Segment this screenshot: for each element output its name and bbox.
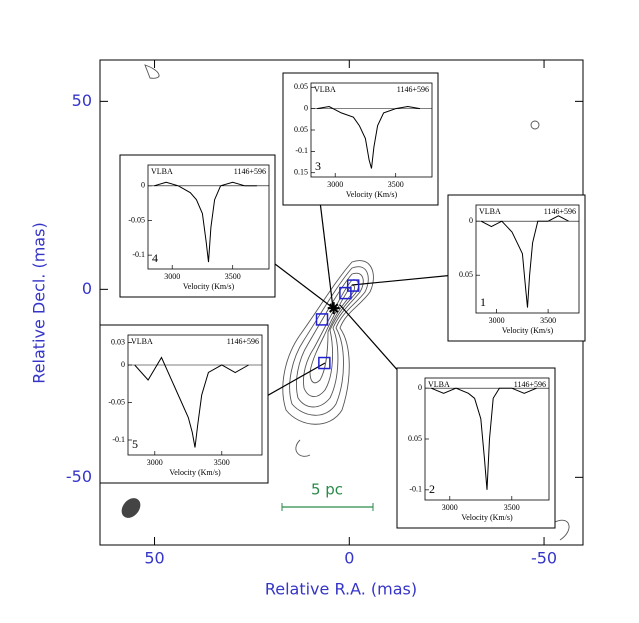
inset-y-tick-label: -0.1 bbox=[112, 435, 125, 444]
inset-y-tick-label: 0 bbox=[121, 360, 125, 369]
inset-x-tick-label: 3500 bbox=[214, 458, 230, 467]
inset-source: 1146+596 bbox=[514, 380, 546, 389]
inset-y-tick-label: -0.05 bbox=[128, 215, 145, 224]
y-axis-label: Relative Decl. (mas) bbox=[30, 222, 49, 383]
inset-source: 1146+596 bbox=[227, 337, 259, 346]
spectrum bbox=[134, 356, 249, 448]
inset-number: 5 bbox=[132, 437, 138, 451]
inset-background bbox=[282, 72, 439, 206]
inset-background bbox=[119, 154, 276, 298]
x-tick-label: 50 bbox=[144, 549, 164, 568]
inset-background bbox=[447, 194, 586, 342]
y-tick-label: -50 bbox=[66, 467, 92, 486]
inset-xlabel: Velocity (Km/s) bbox=[461, 513, 513, 522]
scale-label: 5 pc bbox=[311, 481, 343, 499]
inset-telescope: VLBA bbox=[151, 167, 173, 176]
inset-source: 1146+596 bbox=[234, 167, 266, 176]
inset-x-tick-label: 3000 bbox=[442, 503, 458, 512]
inset-number: 1 bbox=[480, 295, 486, 309]
inset-xlabel: Velocity (Km/s) bbox=[169, 468, 221, 477]
inset-y-tick-label: -0.1 bbox=[295, 146, 308, 155]
inset-y-tick-label: 0 bbox=[304, 103, 308, 112]
inset-xlabel: Velocity (Km/s) bbox=[183, 282, 235, 291]
inset-xlabel: Velocity (Km/s) bbox=[346, 190, 398, 199]
inset-number: 3 bbox=[315, 159, 321, 173]
x-axis-label: Relative R.A. (mas) bbox=[265, 580, 417, 599]
inset-x-tick-label: 3000 bbox=[327, 180, 343, 189]
inset-telescope: VLBA bbox=[428, 380, 450, 389]
inset-y-tick-label: 0.05 bbox=[408, 434, 422, 443]
inset-y-tick-label: 0.15 bbox=[294, 168, 308, 177]
x-tick-label: -50 bbox=[531, 549, 557, 568]
inset-y-tick-label: 0 bbox=[418, 383, 422, 392]
inset-number: 4 bbox=[152, 251, 158, 265]
y-tick-label: 50 bbox=[72, 91, 92, 110]
inset-y-tick-label: 0.03 bbox=[111, 337, 125, 346]
x-tick-label: 0 bbox=[344, 549, 354, 568]
inset-background bbox=[396, 367, 556, 529]
inset-frame bbox=[475, 204, 580, 314]
inset-y-tick-label: 0.05 bbox=[459, 270, 473, 279]
inset-x-tick-label: 3500 bbox=[388, 180, 404, 189]
spectrum bbox=[153, 181, 257, 263]
inset-y-tick-label: 0.05 bbox=[294, 82, 308, 91]
inset-y-tick-label: -0.1 bbox=[409, 485, 422, 494]
inset-x-tick-label: 3500 bbox=[504, 503, 520, 512]
inset-telescope: VLBA bbox=[479, 207, 501, 216]
beam bbox=[121, 498, 141, 518]
inset-source: 1146+596 bbox=[544, 207, 576, 216]
region-marker bbox=[339, 286, 352, 300]
inset-frame bbox=[127, 334, 263, 456]
region-marker bbox=[346, 279, 360, 292]
inset-y-tick-label: -0.05 bbox=[108, 397, 125, 406]
inset-telescope: VLBA bbox=[314, 85, 336, 94]
inset-x-tick-label: 3000 bbox=[164, 272, 180, 281]
inset-y-tick-label: 0.05 bbox=[294, 125, 308, 134]
region-marker bbox=[315, 313, 329, 326]
region-marker bbox=[318, 356, 331, 370]
inset-x-tick-label: 3000 bbox=[147, 458, 163, 467]
inset-frame bbox=[147, 164, 270, 270]
inset-y-tick-label: -0.1 bbox=[132, 250, 145, 259]
inset-background bbox=[99, 324, 269, 484]
inset-x-tick-label: 3000 bbox=[489, 316, 505, 325]
inset-x-tick-label: 3500 bbox=[225, 272, 241, 281]
spectrum bbox=[480, 215, 569, 308]
y-tick-label: 0 bbox=[82, 279, 92, 298]
inset-source: 1146+596 bbox=[397, 85, 429, 94]
core-star bbox=[327, 302, 340, 315]
inset-y-tick-label: 0 bbox=[469, 216, 473, 225]
inset-telescope: VLBA bbox=[131, 337, 153, 346]
inset-number: 2 bbox=[429, 482, 435, 496]
inset-x-tick-label: 3500 bbox=[540, 316, 556, 325]
inset-y-tick-label: 0 bbox=[141, 181, 145, 190]
spectrum bbox=[317, 105, 420, 169]
inset-xlabel: Velocity (Km/s) bbox=[502, 326, 554, 335]
spectrum bbox=[431, 387, 537, 490]
